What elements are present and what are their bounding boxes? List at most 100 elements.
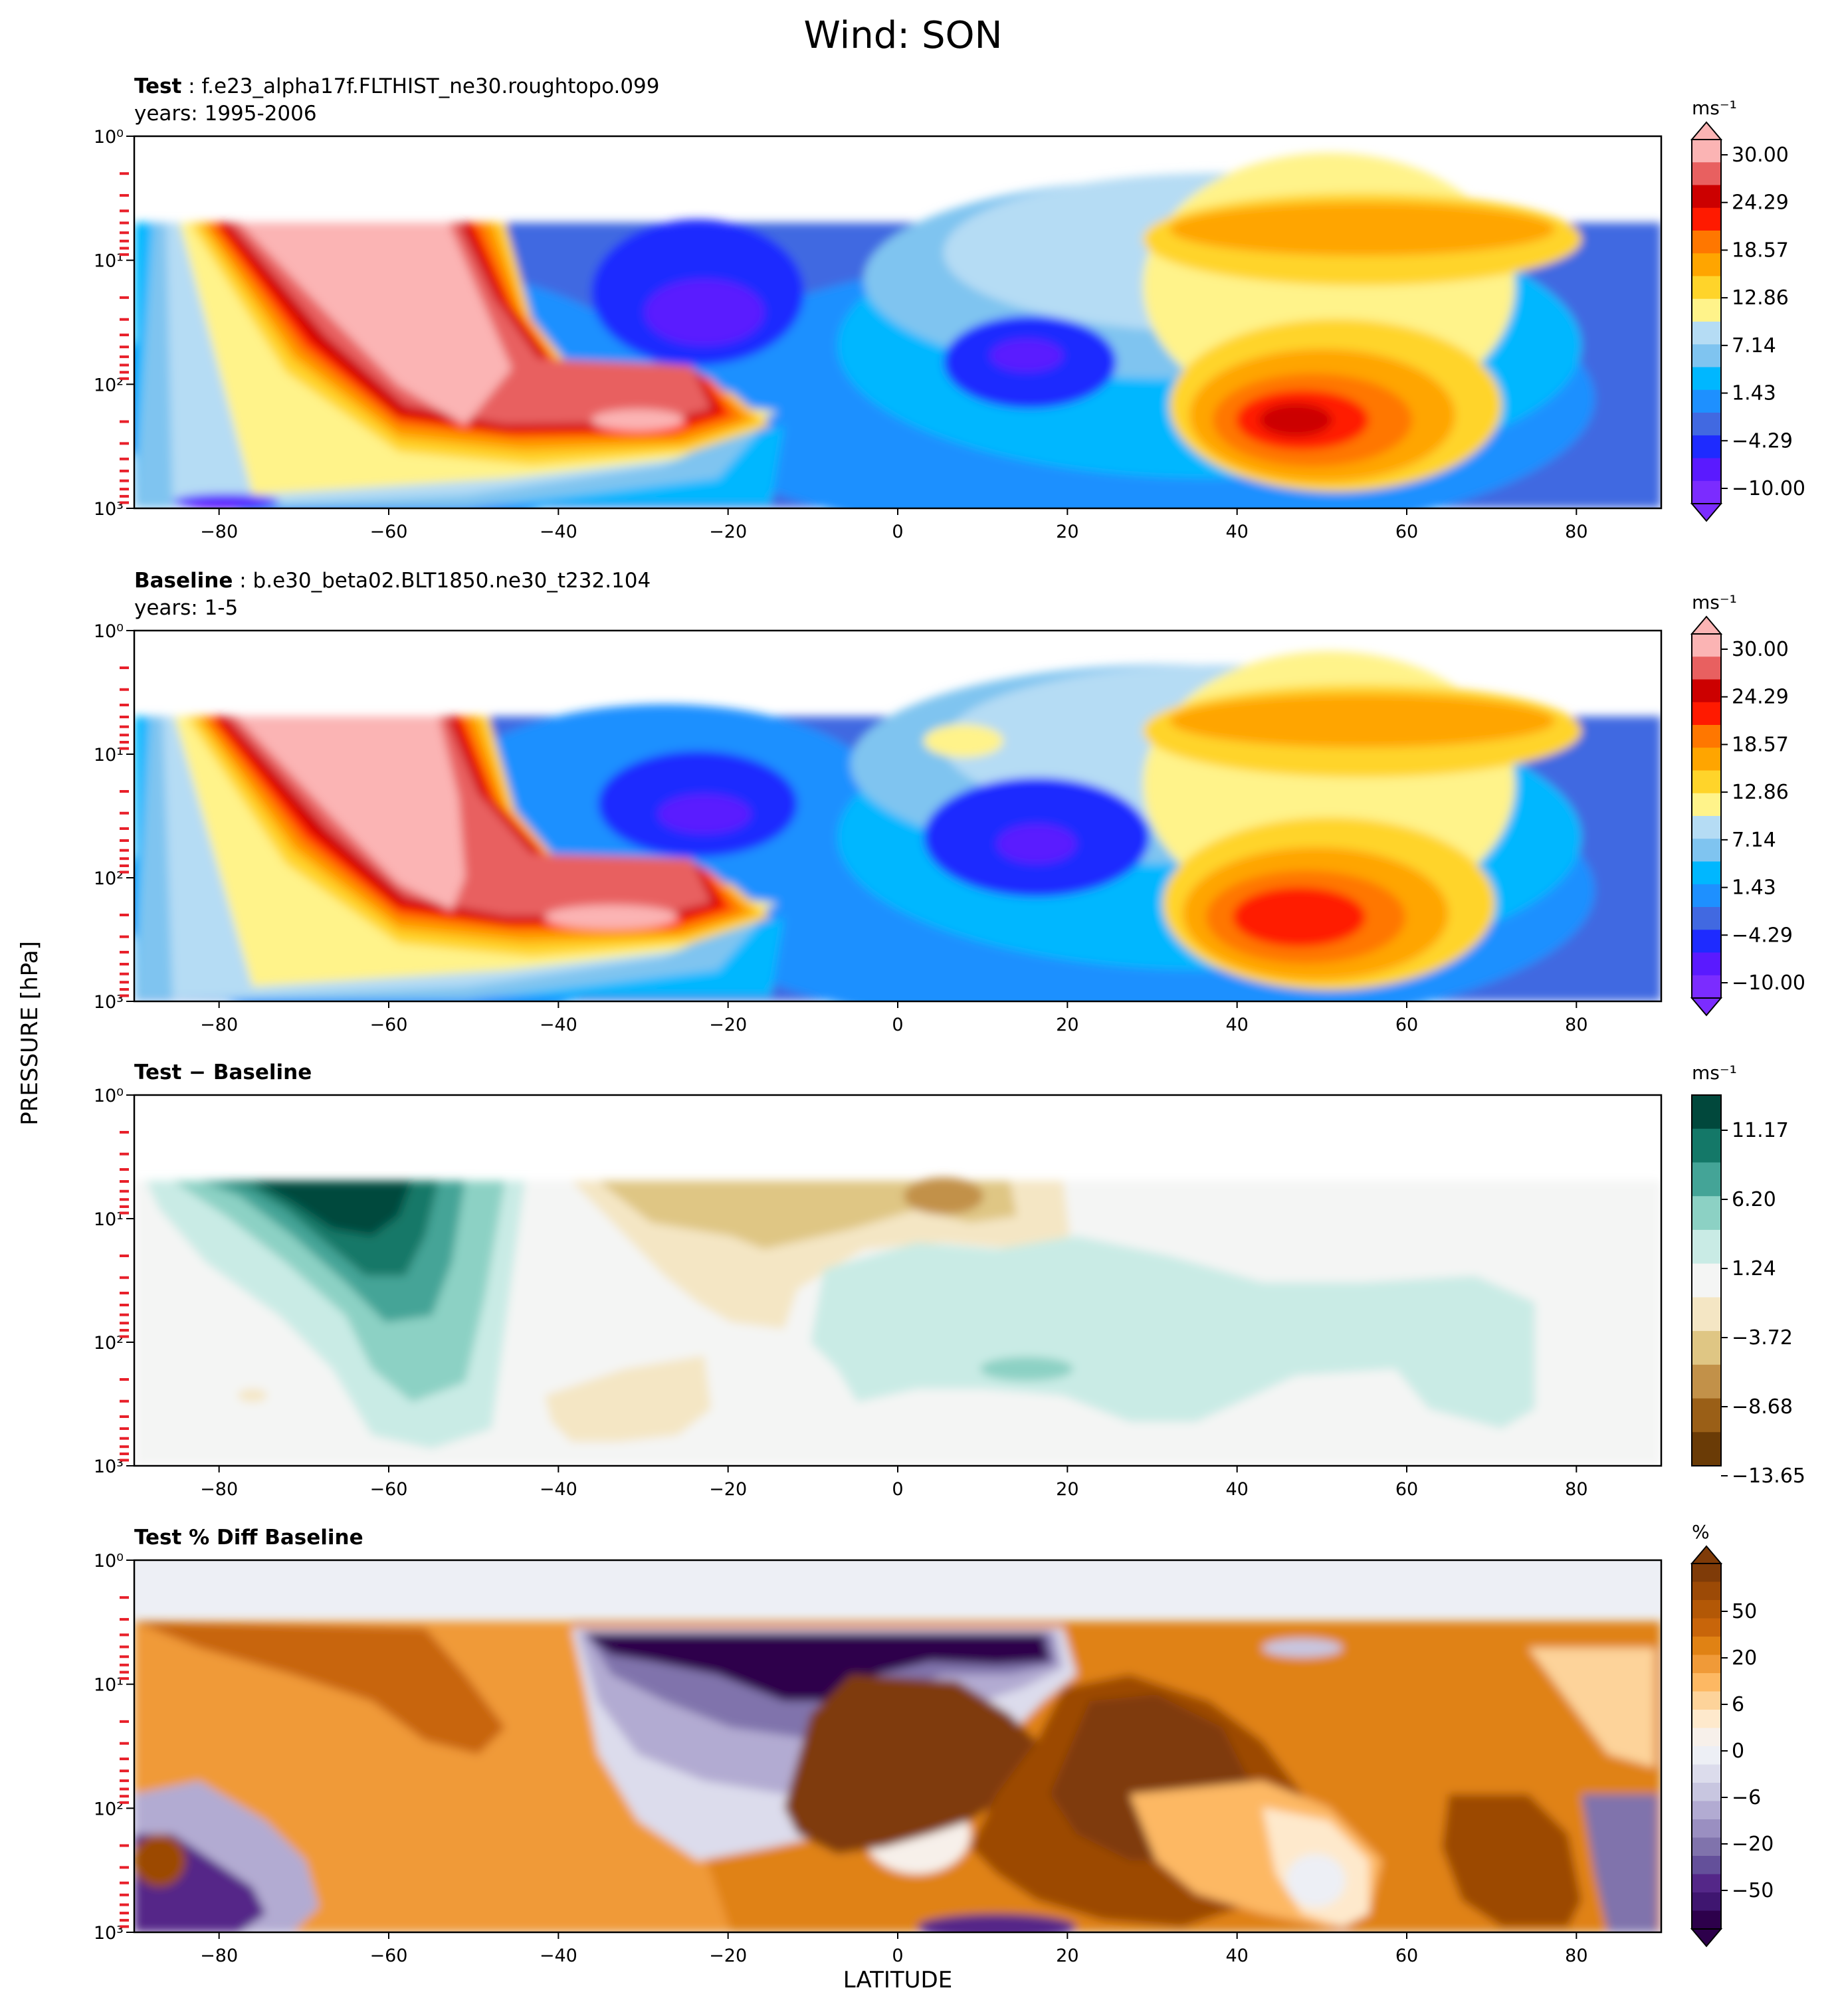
colorbar-swatch (1692, 679, 1721, 703)
y-tick-label: 10⁰ (94, 1086, 124, 1106)
colorbar-swatch (1692, 231, 1721, 254)
colorbar-tick-label: −6 (1732, 1786, 1761, 1809)
colorbar-swatch (1692, 907, 1721, 930)
colorbar-tick-label: −8.68 (1732, 1395, 1793, 1419)
colorbar-tick-label: 1.43 (1732, 382, 1776, 405)
colorbar-swatch (1692, 1432, 1721, 1466)
colorbar-swatch (1692, 1229, 1721, 1264)
colorbar-swatch (1692, 253, 1721, 276)
y-tick-label: 10⁰ (94, 127, 124, 148)
colorbar-tick-label: 12.86 (1732, 781, 1789, 804)
axes-panel-1: −80 −60 −40 −20 0 20 40 60 80 10⁰ 10¹ 10² 10³ (94, 621, 1588, 1035)
y-tick-label: 10³ (94, 1923, 124, 1944)
colorbar-unit: % (1692, 1521, 1710, 1543)
colorbar-tick-label: 1.43 (1732, 876, 1776, 900)
y-tick-label: 10⁰ (94, 1551, 124, 1571)
y-tick-label: 10¹ (94, 251, 124, 272)
x-tick-label: −20 (709, 1946, 747, 1966)
x-tick-label: 80 (1565, 522, 1587, 542)
x-tick-label: 20 (1056, 1946, 1078, 1966)
x-tick-label: 20 (1056, 522, 1078, 542)
x-axis-label: LATITUDE (843, 1967, 952, 1993)
colorbar-swatch (1692, 1856, 1721, 1874)
colorbar-swatch (1692, 1783, 1721, 1801)
x-tick-label: 20 (1056, 1479, 1078, 1500)
colorbar-extend-bottom (1690, 1928, 1723, 1948)
colorbar-swatch (1692, 1618, 1721, 1637)
colorbar-swatch (1692, 435, 1721, 458)
colorbar-swatch (1692, 748, 1721, 771)
colorbar-tick-label: 0 (1732, 1740, 1744, 1763)
colorbar-swatch (1692, 1563, 1721, 1582)
x-tick-label: 80 (1565, 1479, 1587, 1500)
colorbar-swatch (1692, 1710, 1721, 1728)
panel-difference-field (134, 1095, 1661, 1466)
colorbar-swatch (1692, 1910, 1721, 1930)
colorbar-swatch (1692, 1764, 1721, 1783)
colorbar-0: ms⁻¹ 30.00 24.29 18.57 12.86 7.14 1.43 −4.29 −10… (1690, 97, 1805, 522)
y-tick-label: 10⁰ (94, 621, 124, 642)
colorbar-swatch (1692, 1095, 1721, 1130)
x-tick-label: −20 (709, 1015, 747, 1035)
colorbar-swatch (1692, 702, 1721, 726)
panel-baseline-title: Baseline : b.e30_beta02.BLT1850.ne30_t23… (134, 569, 651, 593)
colorbar-tick-label: −10.00 (1732, 477, 1805, 500)
colorbar-tick-label: 7.14 (1732, 334, 1776, 357)
colorbar-swatch (1692, 1819, 1721, 1838)
y-tick-label: 10³ (94, 992, 124, 1013)
x-tick-label: 60 (1395, 522, 1418, 542)
colorbar-swatch (1692, 413, 1721, 436)
colorbar-swatch (1692, 1297, 1721, 1332)
colorbar-swatch (1692, 725, 1721, 748)
colorbar-3: % 50 20 6 0 −6 −20 −50 (1690, 1521, 1774, 1948)
x-tick-label: 60 (1395, 1946, 1418, 1966)
axes-panel-2: −80 −60 −40 −20 0 20 40 60 80 10⁰ 10¹ 10² 10³ (94, 1086, 1588, 1500)
panel-percent-diff: Test % Diff Baseline (133, 1526, 1663, 1934)
x-tick-label: 80 (1565, 1015, 1587, 1035)
colorbar-swatch (1692, 1746, 1721, 1765)
x-tick-label: 0 (892, 522, 903, 542)
panel-test-field (134, 136, 1661, 508)
colorbar-swatch (1692, 1801, 1721, 1820)
colorbar-tick-label: 6.20 (1732, 1188, 1776, 1211)
colorbar-tick-label: 1.24 (1732, 1257, 1776, 1280)
colorbar-swatch (1692, 1600, 1721, 1619)
colorbar-swatch (1692, 861, 1721, 885)
colorbar-tick-label: 18.57 (1732, 733, 1789, 756)
y-axis-label: PRESSURE [hPa] (17, 941, 43, 1125)
colorbar-swatch (1692, 185, 1721, 209)
colorbar-swatch (1692, 793, 1721, 817)
colorbar-tick-label: 24.29 (1732, 686, 1789, 709)
colorbar-swatch (1692, 480, 1721, 504)
x-tick-label: −20 (709, 522, 747, 542)
colorbar-swatch (1692, 1655, 1721, 1674)
colorbar-tick-label: 12.86 (1732, 286, 1789, 310)
x-tick-label: −40 (540, 522, 577, 542)
x-tick-label: 0 (892, 1946, 903, 1966)
colorbar-extend-bottom (1690, 997, 1723, 1017)
colorbar-swatch (1692, 1331, 1721, 1365)
colorbar-tick-label: 7.14 (1732, 829, 1776, 852)
x-tick-label: −80 (200, 522, 238, 542)
colorbar-swatch (1692, 298, 1721, 322)
colorbar-swatch (1692, 458, 1721, 482)
panel-baseline-subtitle: years: 1-5 (134, 596, 238, 620)
colorbar-swatch (1692, 1263, 1721, 1298)
x-tick-label: 40 (1225, 1479, 1248, 1500)
x-tick-label: −60 (370, 1015, 408, 1035)
colorbar-swatch (1692, 1162, 1721, 1197)
axes-panel-3: −80 −60 −40 −20 0 20 40 60 80 10⁰ 10¹ 10² 10³ (94, 1551, 1588, 1966)
colorbar-swatch (1692, 1673, 1721, 1692)
colorbar-2: ms⁻¹ 11.17 6.20 1.24 −3.72 −8.68 −13.65 (1691, 1062, 1805, 1488)
x-tick-label: −40 (540, 1015, 577, 1035)
colorbar-swatch (1692, 930, 1721, 953)
colorbar-tick-label: 30.00 (1732, 638, 1789, 661)
colorbar-swatch (1692, 1837, 1721, 1857)
x-tick-label: 60 (1395, 1015, 1418, 1035)
colorbar-swatch (1692, 1728, 1721, 1747)
colorbar-tick-label: 18.57 (1732, 239, 1789, 262)
x-tick-label: 0 (892, 1479, 903, 1500)
panel-difference: Test − Baseline (133, 1060, 1663, 1467)
y-tick-label: 10¹ (94, 1209, 124, 1230)
